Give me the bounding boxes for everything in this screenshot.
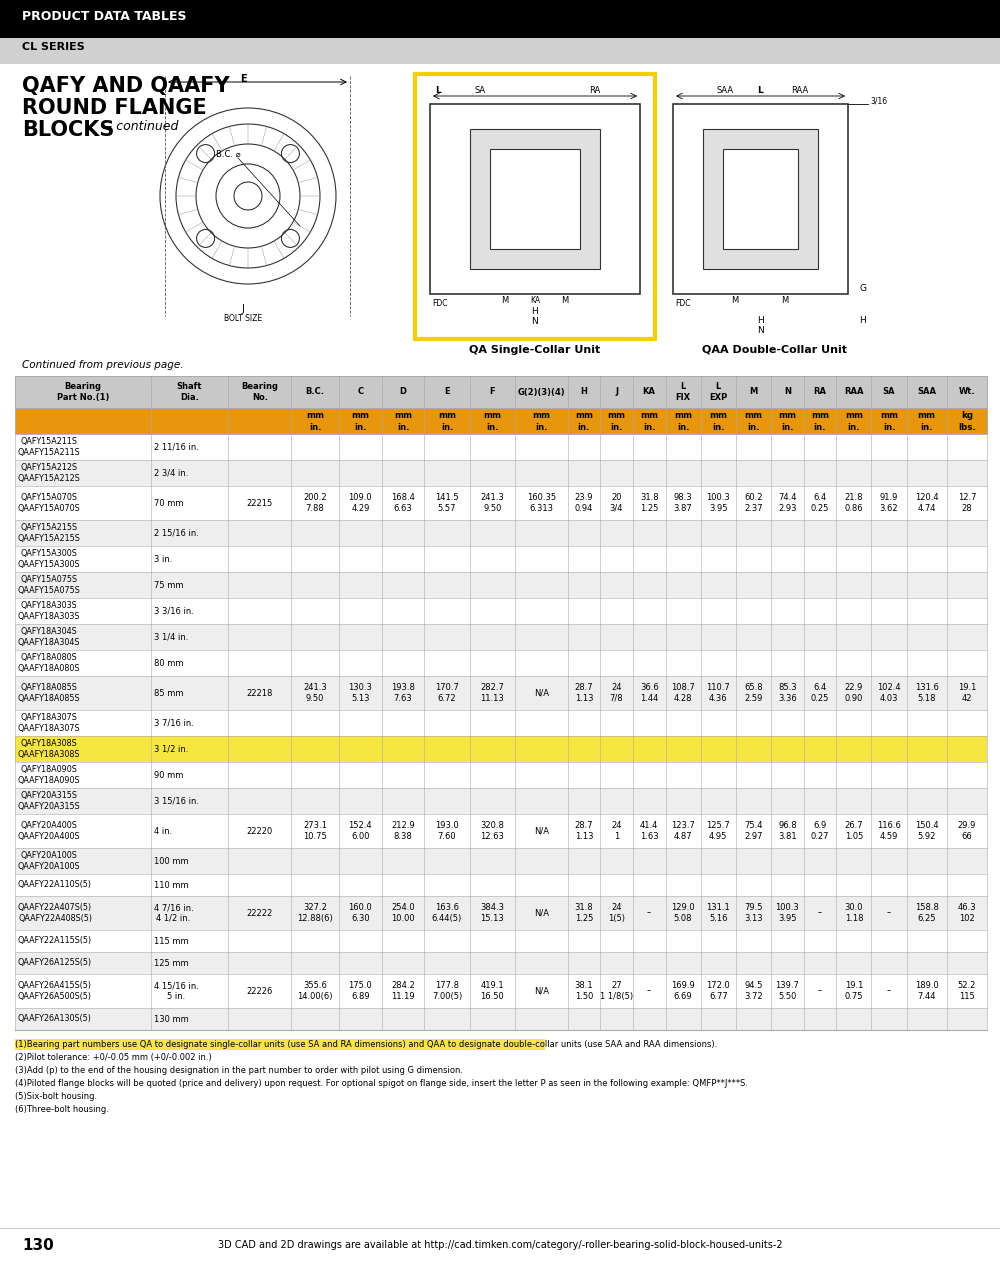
Text: 130 mm: 130 mm xyxy=(154,1015,188,1024)
Text: 6.4
0.25: 6.4 0.25 xyxy=(811,684,829,703)
Text: N: N xyxy=(757,326,763,335)
Text: 22226: 22226 xyxy=(247,987,273,996)
Bar xyxy=(15,1009,987,1030)
Bar xyxy=(15,736,987,762)
Text: 419.1
16.50: 419.1 16.50 xyxy=(480,982,504,1001)
Bar xyxy=(165,76,350,316)
Text: 30.0
1.18: 30.0 1.18 xyxy=(845,904,863,923)
Text: D: D xyxy=(400,388,407,397)
Text: N/A: N/A xyxy=(534,909,549,918)
Bar xyxy=(15,931,987,952)
Text: QAAFY26A415S(5)
QAAFY26A500S(5): QAAFY26A415S(5) QAAFY26A500S(5) xyxy=(18,982,92,1001)
Text: (1)Bearing part numbers use QA to designate single-collar units (use SA and RA d: (1)Bearing part numbers use QA to design… xyxy=(15,1039,717,1050)
Bar xyxy=(15,762,987,788)
Text: in.: in. xyxy=(643,422,655,431)
Text: QAFY18A085S
QAAFY18A085S: QAFY18A085S QAAFY18A085S xyxy=(18,684,81,703)
Text: mm: mm xyxy=(845,411,863,420)
Text: QAAFY26A130S(5): QAAFY26A130S(5) xyxy=(18,1015,92,1024)
Text: 175.0
6.89: 175.0 6.89 xyxy=(348,982,372,1001)
Text: (5)Six-bolt housing.: (5)Six-bolt housing. xyxy=(15,1092,97,1101)
Text: B.C. ⌀: B.C. ⌀ xyxy=(216,150,240,159)
Text: RAA: RAA xyxy=(791,86,809,95)
Text: QAAFY22A407S(5)
QAAFY22A408S(5): QAAFY22A407S(5) QAAFY22A408S(5) xyxy=(18,904,92,923)
Text: 41.4
1.63: 41.4 1.63 xyxy=(640,822,658,841)
Text: Wt.: Wt. xyxy=(959,388,975,397)
Text: 31.8
1.25: 31.8 1.25 xyxy=(640,493,658,513)
Bar xyxy=(0,0,1000,38)
Text: 75.4
2.97: 75.4 2.97 xyxy=(744,822,763,841)
Bar xyxy=(15,623,987,650)
Bar xyxy=(15,547,987,572)
Text: 6.4
0.25: 6.4 0.25 xyxy=(811,493,829,513)
Text: 125 mm: 125 mm xyxy=(154,959,188,968)
Text: L: L xyxy=(757,86,763,95)
Text: mm: mm xyxy=(918,411,936,420)
Text: in.: in. xyxy=(747,422,760,431)
Text: in.: in. xyxy=(883,422,895,431)
Text: J: J xyxy=(615,388,618,397)
Text: L: L xyxy=(435,86,441,95)
Text: 150.4
5.92: 150.4 5.92 xyxy=(915,822,939,841)
Text: 36.6
1.44: 36.6 1.44 xyxy=(640,684,659,703)
Text: 3 15/16 in.: 3 15/16 in. xyxy=(154,796,199,805)
Text: 3 in.: 3 in. xyxy=(154,554,172,563)
Text: QAFY18A090S
QAAFY18A090S: QAFY18A090S QAAFY18A090S xyxy=(18,765,81,785)
Text: 21.8
0.86: 21.8 0.86 xyxy=(845,493,863,513)
Text: CL SERIES: CL SERIES xyxy=(22,42,85,52)
Text: 22220: 22220 xyxy=(247,827,273,836)
Bar xyxy=(15,486,987,520)
Text: QAAFY22A110S(5): QAAFY22A110S(5) xyxy=(18,881,92,890)
Text: 170.7
6.72: 170.7 6.72 xyxy=(435,684,459,703)
Text: 79.5
3.13: 79.5 3.13 xyxy=(744,904,763,923)
Text: in.: in. xyxy=(610,422,623,431)
Text: in.: in. xyxy=(920,422,933,431)
Text: QAFY20A400S
QAAFY20A400S: QAFY20A400S QAAFY20A400S xyxy=(18,822,81,841)
Bar xyxy=(15,434,987,460)
Text: L
FIX: L FIX xyxy=(676,383,691,402)
Text: QAFY20A100S
QAAFY20A100S: QAFY20A100S QAAFY20A100S xyxy=(18,851,81,870)
Text: BOLT SIZE: BOLT SIZE xyxy=(224,314,262,323)
Text: L
EXP: L EXP xyxy=(709,383,727,402)
Text: 19.1
0.75: 19.1 0.75 xyxy=(845,982,863,1001)
Text: 3 3/16 in.: 3 3/16 in. xyxy=(154,607,194,616)
Text: QAFY15A215S
QAAFY15A215S: QAFY15A215S QAAFY15A215S xyxy=(18,524,81,543)
Text: 52.2
115: 52.2 115 xyxy=(958,982,976,1001)
Text: G: G xyxy=(860,284,866,293)
Bar xyxy=(15,520,987,547)
Bar xyxy=(15,1039,545,1050)
Text: in.: in. xyxy=(677,422,689,431)
Text: in.: in. xyxy=(712,422,725,431)
Text: –: – xyxy=(818,909,822,918)
Text: 212.9
8.38: 212.9 8.38 xyxy=(391,822,415,841)
Text: 129.0
5.08: 129.0 5.08 xyxy=(671,904,695,923)
Text: 2 3/4 in.: 2 3/4 in. xyxy=(154,468,188,477)
Text: kg: kg xyxy=(961,411,973,420)
Text: 85 mm: 85 mm xyxy=(154,689,183,698)
Text: 94.5
3.72: 94.5 3.72 xyxy=(744,982,763,1001)
Text: QAAFY26A125S(5): QAAFY26A125S(5) xyxy=(18,959,92,968)
Text: 139.7
5.50: 139.7 5.50 xyxy=(775,982,799,1001)
Text: 85.3
3.36: 85.3 3.36 xyxy=(778,684,797,703)
Text: M: M xyxy=(781,296,789,305)
Text: Bearing
No.: Bearing No. xyxy=(241,383,278,402)
Text: QAFY15A075S
QAAFY15A075S: QAFY15A075S QAAFY15A075S xyxy=(18,575,81,595)
Text: (2)Pilot tolerance: +0/-0.05 mm (+0/-0.002 in.): (2)Pilot tolerance: +0/-0.05 mm (+0/-0.0… xyxy=(15,1053,212,1062)
Text: B.C.: B.C. xyxy=(306,388,325,397)
Text: 22215: 22215 xyxy=(247,498,273,507)
Bar xyxy=(415,74,655,339)
Text: SA: SA xyxy=(883,388,895,397)
Bar xyxy=(15,847,987,874)
Text: 177.8
7.00(5): 177.8 7.00(5) xyxy=(432,982,462,1001)
Text: 163.6
6.44(5): 163.6 6.44(5) xyxy=(432,904,462,923)
Text: QAAFY22A115S(5): QAAFY22A115S(5) xyxy=(18,937,92,946)
Text: QAFY18A307S
QAAFY18A307S: QAFY18A307S QAAFY18A307S xyxy=(18,713,81,732)
Text: 158.8
6.25: 158.8 6.25 xyxy=(915,904,939,923)
Text: 282.7
11.13: 282.7 11.13 xyxy=(480,684,504,703)
Text: E: E xyxy=(444,388,450,397)
Bar xyxy=(15,952,987,974)
Text: in.: in. xyxy=(397,422,409,431)
Text: mm: mm xyxy=(438,411,456,420)
Text: 384.3
15.13: 384.3 15.13 xyxy=(480,904,504,923)
Text: in.: in. xyxy=(781,422,794,431)
Text: QAFY18A303S
QAAFY18A303S: QAFY18A303S QAAFY18A303S xyxy=(18,602,80,621)
